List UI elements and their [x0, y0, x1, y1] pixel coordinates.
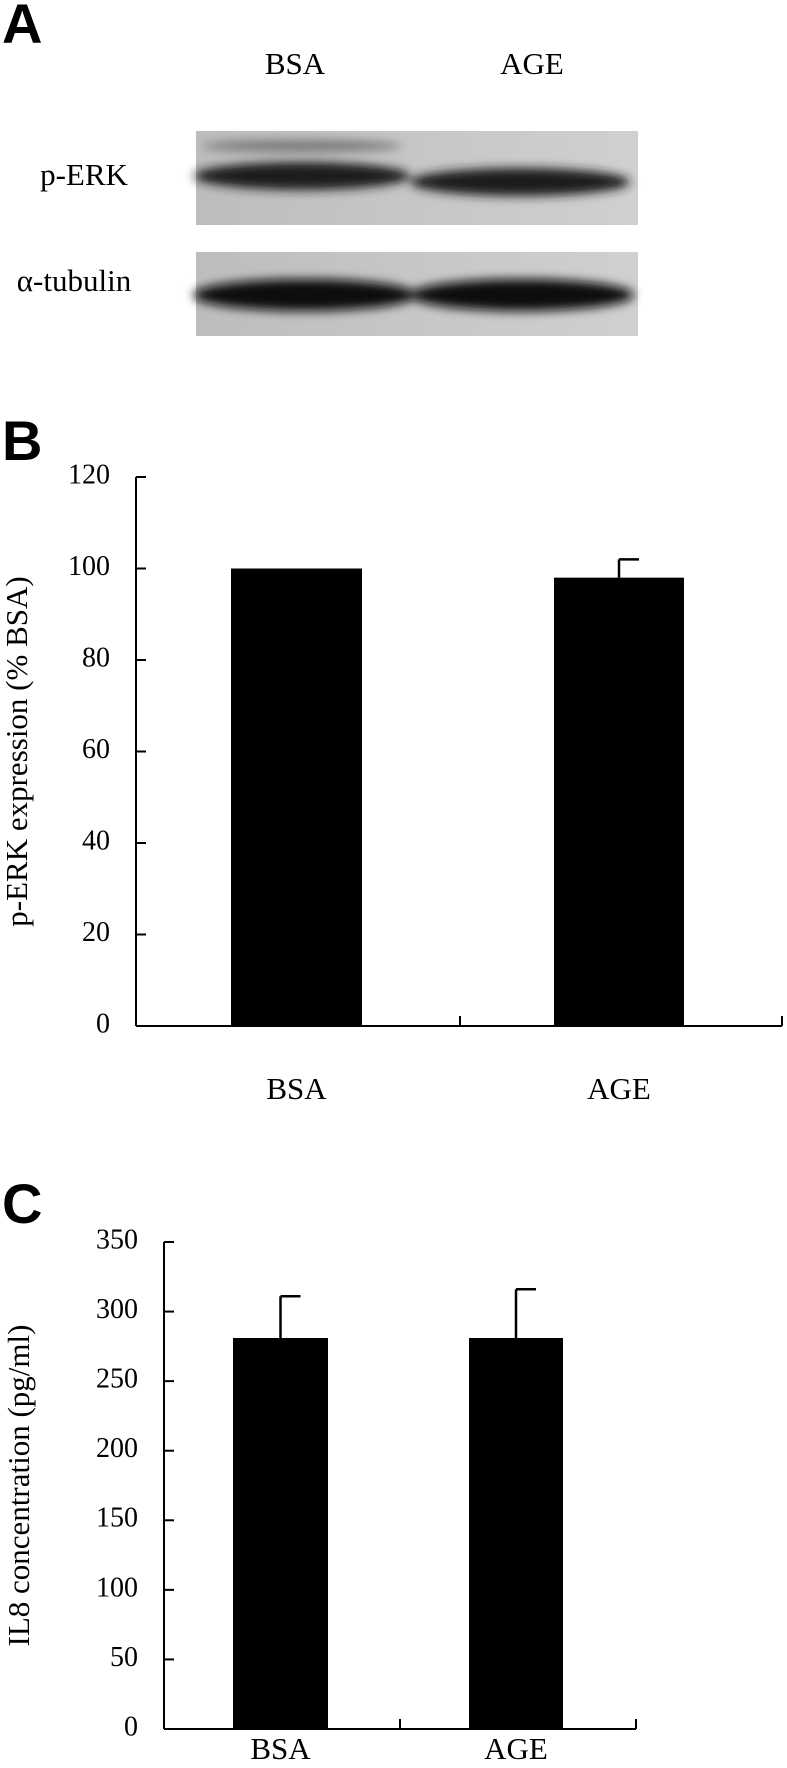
y-tick-label: 120 [68, 459, 110, 490]
panel-label: A [2, 0, 42, 55]
y-tick-label: 350 [96, 1224, 138, 1255]
error-bar [514, 1288, 536, 1339]
y-tick-label: 20 [82, 917, 110, 948]
y-tick-label: 150 [96, 1503, 138, 1534]
bar [231, 568, 362, 1026]
lane-label: BSA [265, 46, 326, 81]
y-axis-label: p-ERK expression (% BSA) [0, 576, 34, 926]
bar [554, 577, 684, 1026]
panel-label: C [2, 1172, 42, 1235]
band-label: α-tubulin [17, 263, 132, 298]
blot-tubulin [193, 252, 638, 336]
panel-label: B [2, 409, 42, 472]
error-bar [617, 558, 639, 578]
blot-p-erk [194, 131, 638, 225]
y-tick-label: 0 [124, 1711, 138, 1742]
y-tick-label: 40 [82, 825, 110, 856]
y-axis-label: IL8 concentration (pg/ml) [1, 1325, 36, 1647]
error-bar [279, 1295, 301, 1339]
y-tick-label: 0 [96, 1008, 110, 1039]
y-tick-label: 50 [110, 1642, 138, 1673]
x-tick-label: AGE [587, 1071, 651, 1106]
bar [469, 1338, 563, 1729]
y-tick-label: 100 [68, 551, 110, 582]
lane-label: AGE [500, 46, 564, 81]
y-tick-label: 200 [96, 1433, 138, 1464]
x-tick-label: BSA [266, 1071, 327, 1106]
y-tick-label: 100 [96, 1572, 138, 1603]
y-tick-label: 80 [82, 642, 110, 673]
bar [233, 1338, 328, 1729]
y-tick-label: 60 [82, 734, 110, 765]
y-tick-label: 250 [96, 1364, 138, 1395]
y-tick-label: 300 [96, 1294, 138, 1325]
x-tick-label: AGE [484, 1731, 548, 1766]
band-label: p-ERK [40, 157, 128, 192]
x-tick-label: BSA [250, 1731, 311, 1766]
